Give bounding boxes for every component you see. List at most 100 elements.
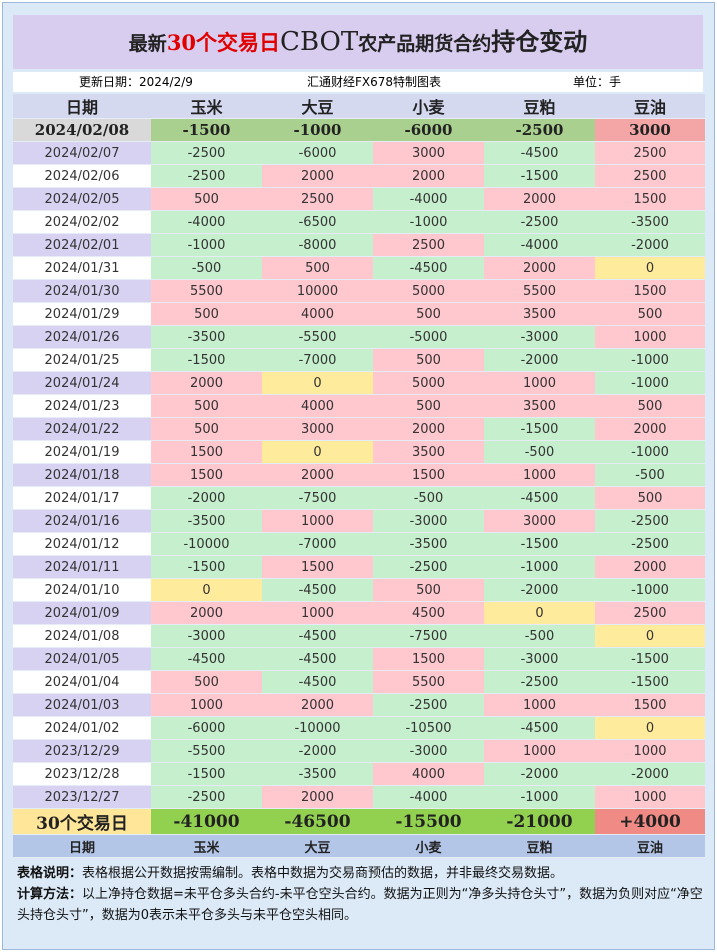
value-cell: -1000 <box>373 210 484 234</box>
data-row: 2024/01/29 500 4000 500 3500 500 <box>13 302 705 326</box>
value-cell: -15500 <box>373 808 484 835</box>
value-cell: 1000 <box>595 739 705 763</box>
value-cell: 0 <box>484 601 595 625</box>
notes: 表格说明：表格根据公开数据按需编制。表格中数据为交易商预估的数据，并非最终交易数… <box>17 863 707 926</box>
value-cell: -3500 <box>373 532 484 556</box>
value-cell: -2500 <box>484 670 595 694</box>
label-cell: 2024/01/05 <box>13 647 151 671</box>
value-cell: -2000 <box>484 762 595 786</box>
value-cell: 大豆 <box>262 94 373 119</box>
value-cell: -4500 <box>151 647 262 671</box>
data-row: 2024/02/05 500 2500 -4000 2000 1500 <box>13 187 705 211</box>
label-cell: 2024/01/02 <box>13 716 151 740</box>
value-cell: -2000 <box>151 486 262 510</box>
value-cell: -1000 <box>595 440 705 464</box>
value-cell: 小麦 <box>373 94 484 119</box>
value-cell: 500 <box>151 394 262 418</box>
label-cell: 2024/02/02 <box>13 210 151 234</box>
value-cell: 1000 <box>484 739 595 763</box>
title-part: 持仓变动 <box>491 27 588 56</box>
value-cell: -4500 <box>484 486 595 510</box>
value-cell: 2000 <box>484 187 595 211</box>
value-cell: -4000 <box>151 210 262 234</box>
value-cell: 0 <box>595 256 705 280</box>
value-cell: 1500 <box>151 463 262 487</box>
value-cell: 3500 <box>373 440 484 464</box>
label-cell: 2024/02/06 <box>13 164 151 188</box>
value-cell: -6000 <box>262 141 373 165</box>
value-cell: 1000 <box>151 693 262 717</box>
label-cell: 2024/02/07 <box>13 141 151 165</box>
value-cell: -21000 <box>484 808 595 835</box>
value-cell: 2500 <box>595 601 705 625</box>
value-cell: -1500 <box>151 348 262 372</box>
data-row: 2024/01/23 500 4000 500 3500 500 <box>13 394 705 418</box>
value-cell: 1000 <box>484 463 595 487</box>
value-cell: 1500 <box>595 279 705 303</box>
title: 最新30个交易日CBOT农产品期货合约持仓变动 <box>13 15 703 69</box>
value-cell: 500 <box>262 256 373 280</box>
label-cell: 2024/01/09 <box>13 601 151 625</box>
value-cell: 2000 <box>262 693 373 717</box>
value-cell: -4000 <box>373 187 484 211</box>
value-cell: 2000 <box>595 417 705 441</box>
value-cell: 2000 <box>262 164 373 188</box>
data-row: 2024/01/12 -10000 -7000 -3500 -1500 -2500 <box>13 532 705 556</box>
value-cell: 5000 <box>373 371 484 395</box>
value-cell: -4000 <box>373 785 484 809</box>
value-cell: 5500 <box>484 279 595 303</box>
data-row: 2024/01/10 0 -4500 500 -2000 -1000 <box>13 578 705 602</box>
value-cell: 4500 <box>373 601 484 625</box>
value-cell: -3000 <box>373 739 484 763</box>
value-cell: 1000 <box>484 693 595 717</box>
label-cell: 2024/01/23 <box>13 394 151 418</box>
data-row: 2023/12/28 -1500 -3500 4000 -2000 -2000 <box>13 762 705 786</box>
value-cell: -500 <box>595 463 705 487</box>
label-cell: 2024/01/08 <box>13 624 151 648</box>
latest-row: 2024/02/08 -1500 -1000 -6000 -2500 3000 <box>13 118 705 142</box>
label-cell: 2024/01/04 <box>13 670 151 694</box>
value-cell: 500 <box>373 302 484 326</box>
data-row: 2024/01/25 -1500 -7000 500 -2000 -1000 <box>13 348 705 372</box>
data-row: 2024/02/07 -2500 -6000 3000 -4500 2500 <box>13 141 705 165</box>
value-cell: -4500 <box>373 256 484 280</box>
value-cell: -4500 <box>262 647 373 671</box>
value-cell: -3000 <box>373 509 484 533</box>
value-cell: -3500 <box>151 509 262 533</box>
value-cell: 3000 <box>373 141 484 165</box>
value-cell: -1000 <box>484 555 595 579</box>
value-cell: -4500 <box>262 624 373 648</box>
value-cell: -1000 <box>595 578 705 602</box>
label-cell: 2024/01/19 <box>13 440 151 464</box>
value-cell: 小麦 <box>373 834 484 858</box>
value-cell: -1000 <box>595 348 705 372</box>
value-cell: 1500 <box>262 555 373 579</box>
value-cell: -2500 <box>484 210 595 234</box>
note: 计算方法：以上净持仓数据=未平仓多头合约-未平仓空头合约。数据为正则为“净多头持… <box>17 884 707 926</box>
value-cell: -4500 <box>484 716 595 740</box>
label-cell: 2024/01/17 <box>13 486 151 510</box>
value-cell: -10500 <box>373 716 484 740</box>
value-cell: 3000 <box>484 509 595 533</box>
label-cell: 30个交易日 <box>13 808 151 835</box>
value-cell: 5500 <box>151 279 262 303</box>
value-cell: -4000 <box>484 233 595 257</box>
source: 汇通财经FX678特制图表 <box>307 75 442 89</box>
value-cell: 1000 <box>484 371 595 395</box>
value-cell: -2000 <box>595 762 705 786</box>
label-cell: 2024/01/03 <box>13 693 151 717</box>
value-cell: -1500 <box>151 118 262 142</box>
value-cell: +4000 <box>595 808 705 835</box>
value-cell: -1000 <box>262 118 373 142</box>
label-cell: 2024/01/30 <box>13 279 151 303</box>
value-cell: 500 <box>151 417 262 441</box>
label-cell: 2023/12/29 <box>13 739 151 763</box>
value-cell: -3500 <box>262 762 373 786</box>
data-row: 2024/01/19 1500 0 3500 -500 -1000 <box>13 440 705 464</box>
value-cell: 500 <box>373 394 484 418</box>
label-cell: 日期 <box>13 834 151 858</box>
value-cell: -5500 <box>262 325 373 349</box>
value-cell: 500 <box>595 486 705 510</box>
value-cell: 500 <box>373 578 484 602</box>
